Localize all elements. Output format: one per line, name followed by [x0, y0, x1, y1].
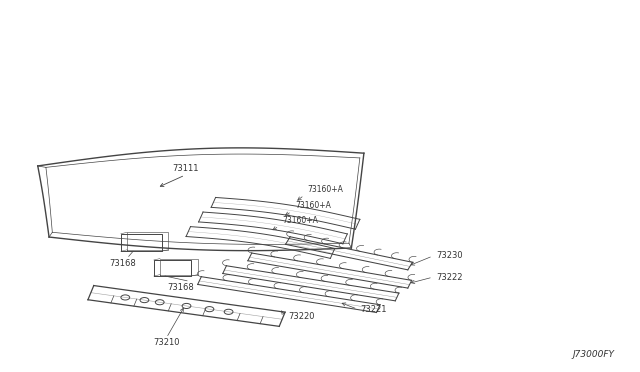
Text: J73000FY: J73000FY [573, 350, 615, 359]
Text: 73160+A: 73160+A [295, 201, 331, 210]
Text: 73111: 73111 [172, 164, 198, 173]
Text: 73168: 73168 [168, 283, 194, 292]
Text: 73160+A: 73160+A [307, 185, 343, 194]
Text: 73160+A: 73160+A [282, 216, 318, 225]
Text: 73168: 73168 [109, 259, 136, 268]
Text: 73221: 73221 [361, 305, 387, 314]
Text: 73222: 73222 [436, 273, 463, 282]
Text: 73230: 73230 [436, 251, 463, 260]
Text: 73210: 73210 [153, 338, 180, 347]
Text: 73220: 73220 [289, 312, 315, 321]
